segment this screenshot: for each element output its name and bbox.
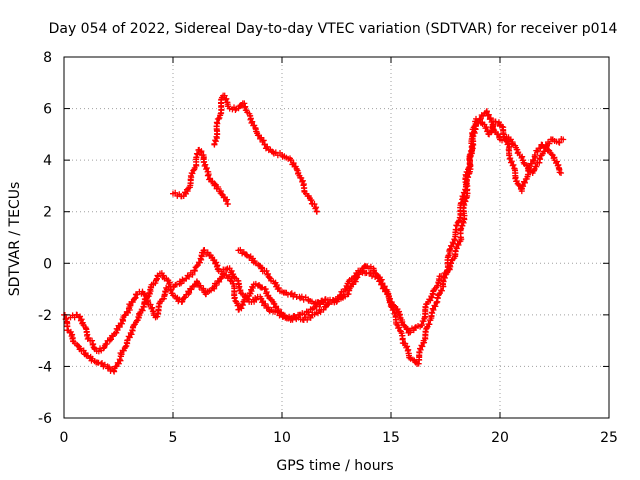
y-tick-label: 2 (43, 205, 52, 221)
grid-lines (64, 57, 609, 418)
sdtvar-chart: Day 054 of 2022, Sidereal Day-to-day VTE… (0, 0, 640, 480)
axis-ticks: 0 5 10 15 20 25 -6 -4 -2 0 2 4 6 8 (38, 50, 618, 446)
data-points (61, 93, 566, 375)
y-tick-label: -4 (38, 359, 52, 375)
y-tick-label: -6 (38, 411, 52, 427)
y-tick-label: 0 (43, 256, 52, 272)
x-tick-label: 15 (382, 430, 400, 446)
x-tick-label: 25 (600, 430, 618, 446)
y-tick-label: 4 (43, 153, 52, 169)
x-axis-label: GPS time / hours (276, 458, 393, 474)
y-tick-label: -2 (38, 308, 52, 324)
y-tick-label: 8 (43, 50, 52, 66)
plot-frame (64, 57, 609, 418)
data-point (225, 201, 231, 207)
x-tick-label: 10 (273, 430, 291, 446)
x-tick-label: 5 (169, 430, 178, 446)
y-axis-label: SDTVAR / TECUs (7, 182, 23, 297)
chart-title: Day 054 of 2022, Sidereal Day-to-day VTE… (49, 21, 618, 37)
x-tick-label: 0 (60, 430, 69, 446)
y-tick-label: 6 (43, 102, 52, 118)
x-tick-label: 20 (491, 430, 509, 446)
